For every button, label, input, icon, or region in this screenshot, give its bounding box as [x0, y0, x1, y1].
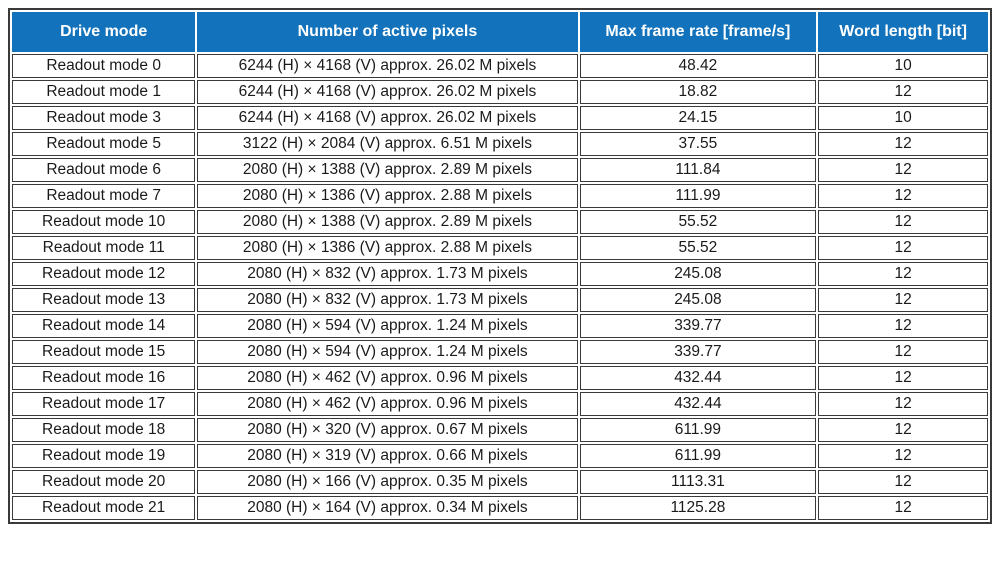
active-pixels-cell: 6244 (H) × 4168 (V) approx. 26.02 M pixe… — [197, 80, 578, 104]
drive-mode-cell: Readout mode 3 — [12, 106, 196, 130]
drive-mode-cell: Readout mode 12 — [12, 262, 196, 286]
word-length-cell: 12 — [818, 314, 988, 338]
table-row: Readout mode 6 2080 (H) × 1388 (V) appro… — [12, 158, 988, 182]
active-pixels-cell: 2080 (H) × 1388 (V) approx. 2.89 M pixel… — [197, 210, 578, 234]
header-drive-mode: Drive mode — [12, 12, 196, 52]
drive-mode-cell: Readout mode 0 — [12, 54, 196, 78]
max-frame-rate-cell: 55.52 — [579, 236, 817, 260]
active-pixels-cell: 2080 (H) × 1386 (V) approx. 2.88 M pixel… — [197, 236, 578, 260]
drive-mode-cell: Readout mode 17 — [12, 392, 196, 416]
drive-mode-cell: Readout mode 11 — [12, 236, 196, 260]
active-pixels-cell: 2080 (H) × 1386 (V) approx. 2.88 M pixel… — [197, 184, 578, 208]
table-row: Readout mode 15 2080 (H) × 594 (V) appro… — [12, 340, 988, 364]
max-frame-rate-cell: 37.55 — [579, 132, 817, 156]
word-length-cell: 12 — [818, 470, 988, 494]
word-length-cell: 12 — [818, 288, 988, 312]
active-pixels-cell: 2080 (H) × 594 (V) approx. 1.24 M pixels — [197, 314, 578, 338]
max-frame-rate-cell: 339.77 — [579, 340, 817, 364]
max-frame-rate-cell: 111.84 — [579, 158, 817, 182]
drive-mode-cell: Readout mode 7 — [12, 184, 196, 208]
table-row: Readout mode 19 2080 (H) × 319 (V) appro… — [12, 444, 988, 468]
max-frame-rate-cell: 339.77 — [579, 314, 817, 338]
max-frame-rate-cell: 611.99 — [579, 444, 817, 468]
table-body: Readout mode 0 6244 (H) × 4168 (V) appro… — [12, 54, 988, 520]
drive-mode-cell: Readout mode 14 — [12, 314, 196, 338]
table-row: Readout mode 0 6244 (H) × 4168 (V) appro… — [12, 54, 988, 78]
max-frame-rate-cell: 432.44 — [579, 392, 817, 416]
header-active-pixels: Number of active pixels — [197, 12, 578, 52]
max-frame-rate-cell: 24.15 — [579, 106, 817, 130]
max-frame-rate-cell: 1125.28 — [579, 496, 817, 520]
header-max-frame-rate: Max frame rate [frame/s] — [579, 12, 817, 52]
table-row: Readout mode 13 2080 (H) × 832 (V) appro… — [12, 288, 988, 312]
drive-mode-cell: Readout mode 19 — [12, 444, 196, 468]
active-pixels-cell: 6244 (H) × 4168 (V) approx. 26.02 M pixe… — [197, 54, 578, 78]
word-length-cell: 12 — [818, 184, 988, 208]
drive-mode-cell: Readout mode 20 — [12, 470, 196, 494]
max-frame-rate-cell: 245.08 — [579, 288, 817, 312]
word-length-cell: 12 — [818, 210, 988, 234]
active-pixels-cell: 2080 (H) × 832 (V) approx. 1.73 M pixels — [197, 262, 578, 286]
drive-mode-spec-table: Drive mode Number of active pixels Max f… — [8, 8, 992, 524]
max-frame-rate-cell: 55.52 — [579, 210, 817, 234]
max-frame-rate-cell: 432.44 — [579, 366, 817, 390]
active-pixels-cell: 2080 (H) × 1388 (V) approx. 2.89 M pixel… — [197, 158, 578, 182]
word-length-cell: 12 — [818, 444, 988, 468]
table-row: Readout mode 18 2080 (H) × 320 (V) appro… — [12, 418, 988, 442]
word-length-cell: 12 — [818, 392, 988, 416]
word-length-cell: 10 — [818, 106, 988, 130]
active-pixels-cell: 2080 (H) × 166 (V) approx. 0.35 M pixels — [197, 470, 578, 494]
active-pixels-cell: 2080 (H) × 164 (V) approx. 0.34 M pixels — [197, 496, 578, 520]
active-pixels-cell: 2080 (H) × 832 (V) approx. 1.73 M pixels — [197, 288, 578, 312]
active-pixels-cell: 2080 (H) × 320 (V) approx. 0.67 M pixels — [197, 418, 578, 442]
max-frame-rate-cell: 1113.31 — [579, 470, 817, 494]
table-row: Readout mode 11 2080 (H) × 1386 (V) appr… — [12, 236, 988, 260]
active-pixels-cell: 6244 (H) × 4168 (V) approx. 26.02 M pixe… — [197, 106, 578, 130]
table-row: Readout mode 1 6244 (H) × 4168 (V) appro… — [12, 80, 988, 104]
table-row: Readout mode 17 2080 (H) × 462 (V) appro… — [12, 392, 988, 416]
active-pixels-cell: 2080 (H) × 319 (V) approx. 0.66 M pixels — [197, 444, 578, 468]
drive-mode-cell: Readout mode 6 — [12, 158, 196, 182]
word-length-cell: 12 — [818, 132, 988, 156]
active-pixels-cell: 2080 (H) × 594 (V) approx. 1.24 M pixels — [197, 340, 578, 364]
word-length-cell: 12 — [818, 340, 988, 364]
table-row: Readout mode 7 2080 (H) × 1386 (V) appro… — [12, 184, 988, 208]
table-row: Readout mode 12 2080 (H) × 832 (V) appro… — [12, 262, 988, 286]
table-header-row: Drive mode Number of active pixels Max f… — [12, 12, 988, 52]
max-frame-rate-cell: 611.99 — [579, 418, 817, 442]
table-row: Readout mode 3 6244 (H) × 4168 (V) appro… — [12, 106, 988, 130]
drive-mode-cell: Readout mode 15 — [12, 340, 196, 364]
word-length-cell: 10 — [818, 54, 988, 78]
table-row: Readout mode 20 2080 (H) × 166 (V) appro… — [12, 470, 988, 494]
word-length-cell: 12 — [818, 158, 988, 182]
drive-mode-cell: Readout mode 18 — [12, 418, 196, 442]
header-word-length: Word length [bit] — [818, 12, 988, 52]
max-frame-rate-cell: 48.42 — [579, 54, 817, 78]
drive-mode-cell: Readout mode 16 — [12, 366, 196, 390]
active-pixels-cell: 2080 (H) × 462 (V) approx. 0.96 M pixels — [197, 392, 578, 416]
max-frame-rate-cell: 18.82 — [579, 80, 817, 104]
word-length-cell: 12 — [818, 496, 988, 520]
drive-mode-cell: Readout mode 21 — [12, 496, 196, 520]
word-length-cell: 12 — [818, 366, 988, 390]
table-row: Readout mode 21 2080 (H) × 164 (V) appro… — [12, 496, 988, 520]
word-length-cell: 12 — [818, 262, 988, 286]
max-frame-rate-cell: 245.08 — [579, 262, 817, 286]
active-pixels-cell: 3122 (H) × 2084 (V) approx. 6.51 M pixel… — [197, 132, 578, 156]
word-length-cell: 12 — [818, 418, 988, 442]
table-row: Readout mode 16 2080 (H) × 462 (V) appro… — [12, 366, 988, 390]
max-frame-rate-cell: 111.99 — [579, 184, 817, 208]
table-row: Readout mode 5 3122 (H) × 2084 (V) appro… — [12, 132, 988, 156]
drive-mode-cell: Readout mode 5 — [12, 132, 196, 156]
drive-mode-cell: Readout mode 13 — [12, 288, 196, 312]
drive-mode-cell: Readout mode 1 — [12, 80, 196, 104]
table-row: Readout mode 10 2080 (H) × 1388 (V) appr… — [12, 210, 988, 234]
drive-mode-cell: Readout mode 10 — [12, 210, 196, 234]
word-length-cell: 12 — [818, 80, 988, 104]
word-length-cell: 12 — [818, 236, 988, 260]
active-pixels-cell: 2080 (H) × 462 (V) approx. 0.96 M pixels — [197, 366, 578, 390]
table-row: Readout mode 14 2080 (H) × 594 (V) appro… — [12, 314, 988, 338]
